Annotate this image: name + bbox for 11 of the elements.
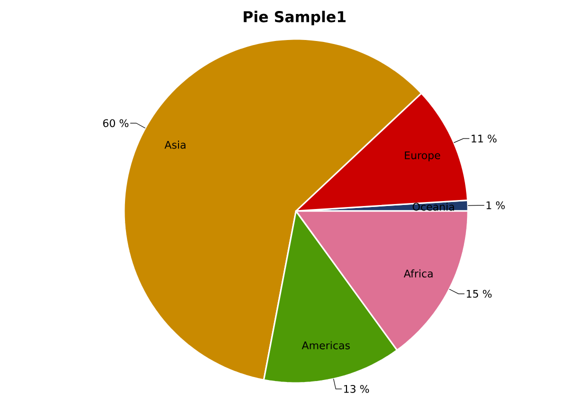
data-label: 1 %: [486, 201, 505, 210]
slice-label: Asia: [164, 140, 186, 149]
chart-title: Pie Sample1: [244, 10, 346, 26]
data-label: 13 %: [344, 384, 369, 393]
slice-label: Oceania: [412, 202, 454, 211]
slice-label: Europe: [404, 151, 440, 162]
data-label: 60 %: [103, 119, 128, 128]
data-label: 15 %: [466, 290, 492, 298]
slice-label: Africa: [404, 269, 433, 278]
data-label: 11 %: [472, 134, 497, 143]
slice-label: Americas: [302, 341, 350, 350]
